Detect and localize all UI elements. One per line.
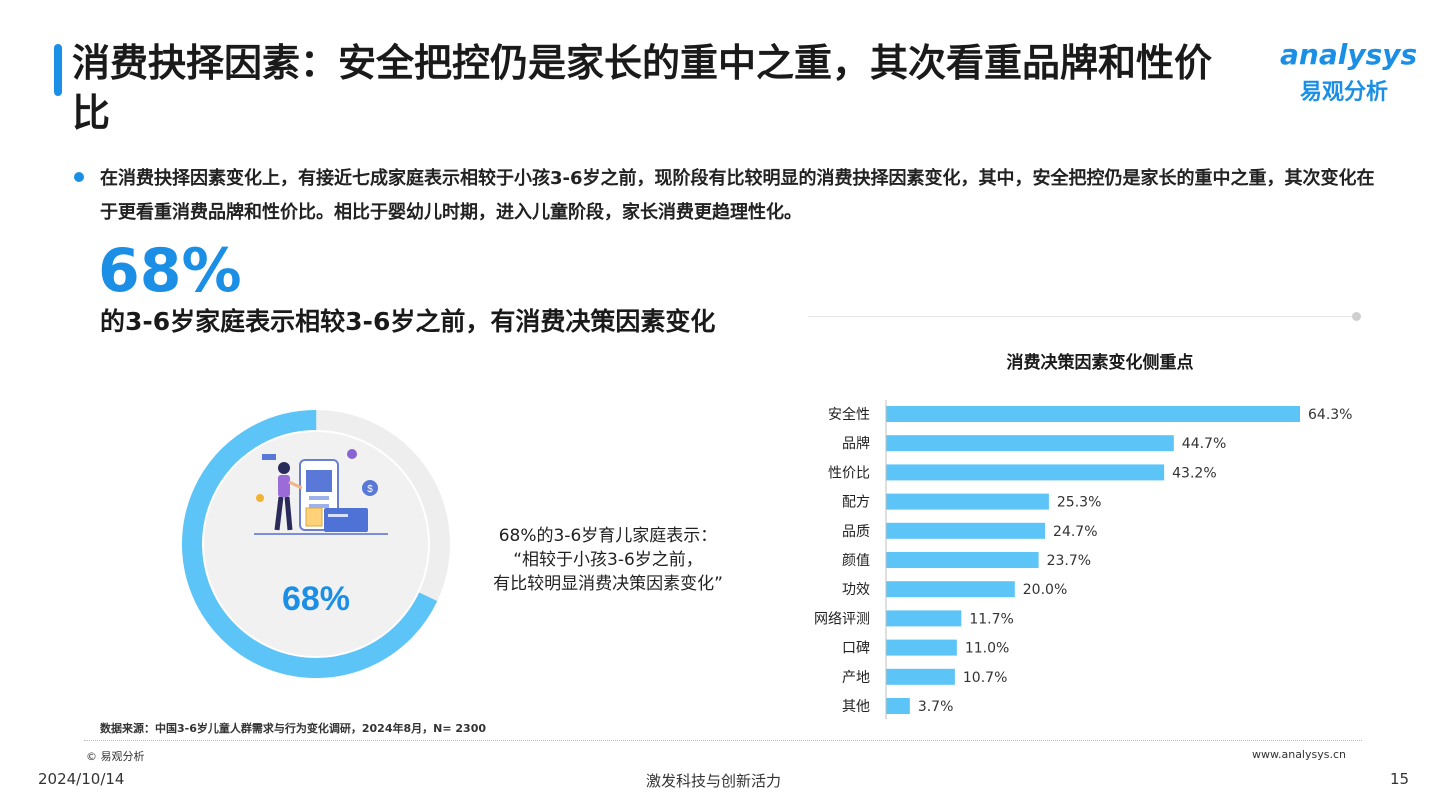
bar xyxy=(886,493,1049,510)
highlight-percentage: 68% xyxy=(98,236,242,306)
bar xyxy=(886,668,955,685)
value-label: 3.7% xyxy=(918,699,954,715)
page-title: 消费抉择因素：安全把控仍是家长的重中之重，其次看重品牌和性价比 xyxy=(72,41,1213,135)
value-label: 25.3% xyxy=(1057,495,1101,511)
bullet-icon xyxy=(74,172,84,182)
bar xyxy=(886,581,1015,598)
value-label: 64.3% xyxy=(1308,407,1352,423)
donut-svg: $ 68% xyxy=(182,410,450,678)
category-label: 产地 xyxy=(842,670,870,686)
category-label: 配方 xyxy=(842,495,870,511)
donut-value-arc xyxy=(182,410,450,678)
logo-text-en: analysys xyxy=(1280,38,1418,71)
footer-divider xyxy=(84,740,1362,741)
svg-text:$: $ xyxy=(367,484,373,495)
bar-chart: 消费决策因素变化侧重点 安全性 64.3% 品牌 44.7% 性价比 43.2% 配方 25.… xyxy=(780,340,1400,730)
divider-line xyxy=(808,316,1354,317)
shopping-illustration-icon: $ xyxy=(254,449,388,535)
bar xyxy=(886,522,1046,539)
donut-quote: 68%的3-6岁育儿家庭表示： “相较于小孩3-6岁之前， 有比较明显消费决策因… xyxy=(468,524,748,596)
quote-line-3: 有比较明显消费决策因素变化” xyxy=(493,574,723,594)
bar xyxy=(886,698,910,714)
bar xyxy=(886,406,1300,422)
bar xyxy=(886,639,957,656)
bar-chart-svg: 消费决策因素变化侧重点 安全性 64.3% 品牌 44.7% 性价比 43.2% 配方 25.… xyxy=(814,352,1352,720)
category-label: 口碑 xyxy=(842,641,870,657)
value-label: 11.0% xyxy=(965,641,1009,657)
bar xyxy=(886,464,1165,481)
chart-title: 消费决策因素变化侧重点 xyxy=(1007,352,1194,373)
website-link[interactable]: www.analysys.cn xyxy=(1252,748,1346,761)
category-label: 颜值 xyxy=(842,553,870,569)
summary-bullet: 在消费抉择因素变化上，有接近七成家庭表示相较于小孩3-6岁之前，现阶段有比较明显… xyxy=(100,168,1375,223)
category-label: 品质 xyxy=(842,524,870,540)
category-label: 网络评测 xyxy=(814,611,870,627)
bar xyxy=(886,610,962,627)
value-label: 44.7% xyxy=(1182,436,1226,452)
donut-chart: $ 68% xyxy=(176,404,456,684)
analysys-logo: analysys 易观分析 xyxy=(1270,30,1420,110)
category-label: 品牌 xyxy=(842,435,870,452)
logo-text-cn: 易观分析 xyxy=(1300,80,1389,105)
category-label: 安全性 xyxy=(828,406,870,423)
footer-slogan: 激发科技与创新活力 xyxy=(646,772,782,790)
report-date: 2024/10/14 xyxy=(38,770,125,788)
divider-dot-icon xyxy=(1352,312,1361,321)
value-label: 24.7% xyxy=(1053,524,1097,540)
copyright: © 易观分析 xyxy=(86,750,145,763)
value-label: 20.0% xyxy=(1023,582,1067,598)
value-label: 11.7% xyxy=(969,611,1013,627)
category-label: 性价比 xyxy=(828,465,870,481)
value-label: 23.7% xyxy=(1047,553,1091,569)
quote-line-1: 68%的3-6岁育儿家庭表示： xyxy=(498,526,718,546)
title-accent-bar xyxy=(54,44,62,96)
quote-line-2: “相较于小孩3-6岁之前， xyxy=(513,550,703,570)
bar xyxy=(886,435,1174,452)
donut-center-label: 68% xyxy=(282,580,350,618)
value-label: 10.7% xyxy=(963,670,1007,686)
category-label: 其他 xyxy=(842,699,870,715)
highlight-subtitle: 的3-6岁家庭表示相较3-6岁之前，有消费决策因素变化 xyxy=(100,307,716,336)
bar xyxy=(886,552,1039,568)
category-label: 功效 xyxy=(842,582,870,598)
data-source: 数据来源：中国3-6岁儿童人群需求与行为变化调研，2024年8月，N= 2300 xyxy=(100,722,487,735)
page-number: 15 xyxy=(1390,770,1410,788)
value-label: 43.2% xyxy=(1172,465,1216,481)
